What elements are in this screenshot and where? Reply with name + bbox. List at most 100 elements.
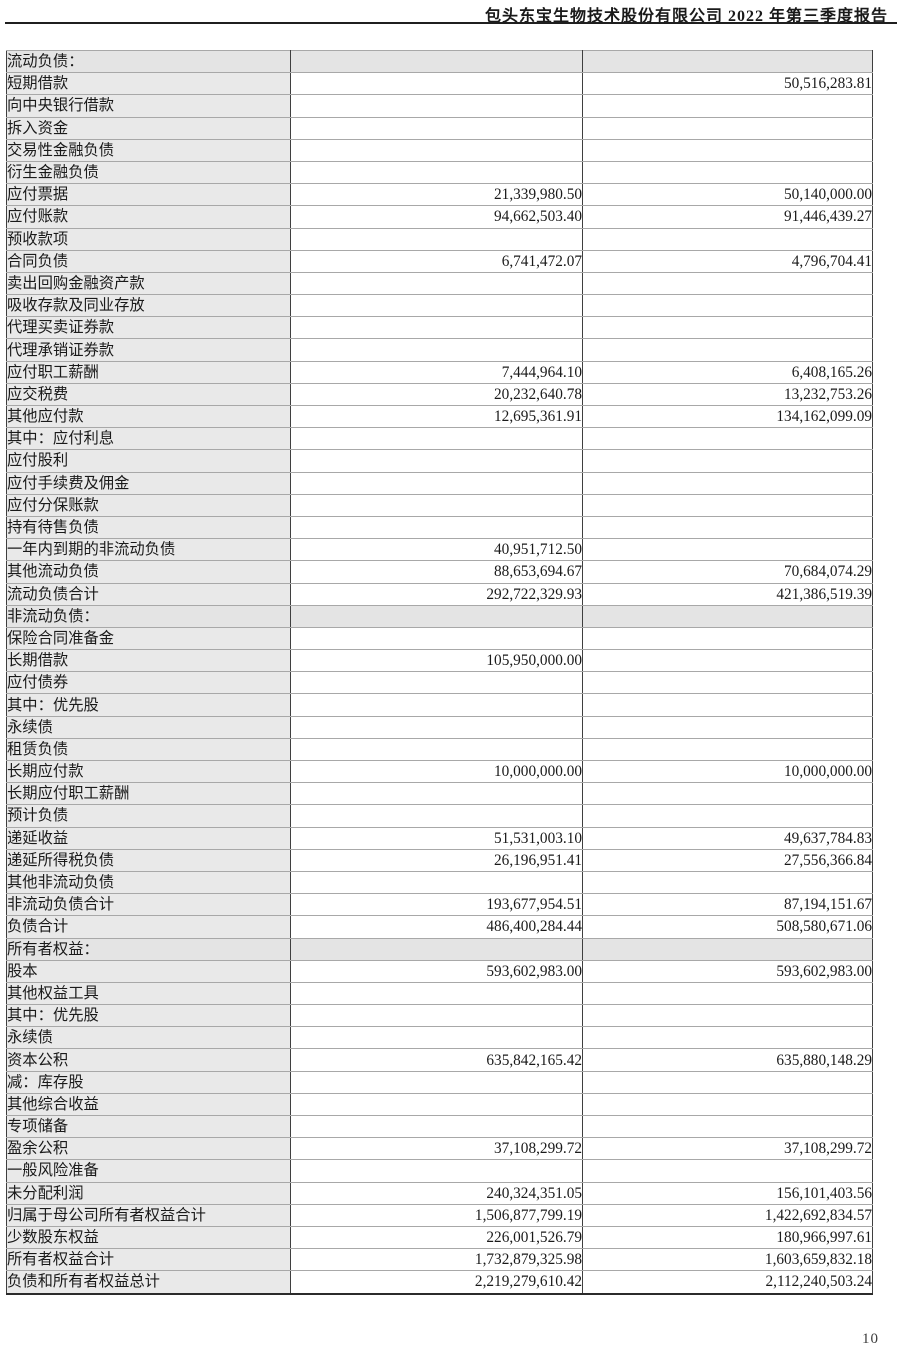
prior-period-value (582, 626, 873, 651)
table-row: 长期应付款 10,000,000.00 10,000,000.00 (6, 759, 873, 784)
row-label: 专项储备 (6, 1114, 291, 1139)
table-row: 递延所得税负债 26,196,951.41 27,556,366.84 (6, 848, 873, 872)
table-row: 卖出回购金融资产款 (6, 271, 873, 296)
current-period-value (290, 782, 583, 806)
table-row: 应付职工薪酬 7,444,964.10 6,408,165.26 (6, 360, 873, 384)
prior-period-value: 1,603,659,832.18 (582, 1248, 873, 1272)
current-period-value: 20,232,640.78 (290, 382, 583, 407)
row-label: 应付职工薪酬 (6, 360, 291, 384)
prior-period-value (582, 937, 873, 961)
table-row: 减：库存股 (6, 1070, 873, 1094)
row-label: 归属于母公司所有者权益合计 (6, 1203, 291, 1227)
prior-period-value (582, 782, 873, 806)
current-period-value (290, 604, 583, 628)
prior-period-value: 91,446,439.27 (582, 205, 873, 229)
prior-period-value (582, 1092, 873, 1117)
table-row: 吸收存款及同业存放 (6, 294, 873, 318)
current-period-value (290, 715, 583, 739)
current-period-value (290, 1114, 583, 1139)
current-period-value (290, 116, 583, 140)
prior-period-value: 37,108,299.72 (582, 1137, 873, 1161)
prior-period-value (582, 160, 873, 185)
prior-period-value (582, 693, 873, 717)
current-period-value (290, 671, 583, 695)
table-row: 一年内到期的非流动负债 40,951,712.50 (6, 538, 873, 562)
table-row: 应付票据 21,339,980.50 50,140,000.00 (6, 183, 873, 207)
prior-period-value (582, 138, 873, 162)
prior-period-value: 87,194,151.67 (582, 893, 873, 917)
table-row: 衍生金融负债 (6, 160, 873, 185)
table-row: 非流动负债合计 193,677,954.51 87,194,151.67 (6, 893, 873, 917)
row-label: 应交税费 (6, 382, 291, 407)
table-row: 永续债 (6, 1026, 873, 1050)
table-row: 持有待售负债 (6, 515, 873, 540)
prior-period-value (582, 804, 873, 828)
prior-period-value: 593,602,983.00 (582, 959, 873, 983)
row-label: 短期借款 (6, 72, 291, 96)
prior-period-value (582, 715, 873, 739)
prior-period-value: 1,422,692,834.57 (582, 1203, 873, 1227)
row-label: 少数股东权益 (6, 1225, 291, 1250)
current-period-value: 292,722,329.93 (290, 582, 583, 606)
table-row: 保险合同准备金 (6, 626, 873, 651)
current-period-value (290, 1004, 583, 1028)
prior-period-value (582, 427, 873, 451)
row-label: 保险合同准备金 (6, 626, 291, 651)
prior-period-value (582, 1070, 873, 1094)
row-label: 其中：应付利息 (6, 427, 291, 451)
row-label: 其他非流动负债 (6, 870, 291, 895)
prior-period-value (582, 870, 873, 895)
row-label: 合同负债 (6, 249, 291, 273)
row-label: 永续债 (6, 715, 291, 739)
row-label: 流动负债合计 (6, 582, 291, 606)
table-row: 应付债券 (6, 671, 873, 695)
row-label: 向中央银行借款 (6, 94, 291, 118)
row-label: 预计负债 (6, 804, 291, 828)
current-period-value: 1,732,879,325.98 (290, 1248, 583, 1272)
prior-period-value: 49,637,784.83 (582, 826, 873, 850)
table-row: 其他综合收益 (6, 1092, 873, 1117)
current-period-value: 240,324,351.05 (290, 1181, 583, 1205)
table-row: 预收款项 (6, 227, 873, 251)
table-row: 股本 593,602,983.00 593,602,983.00 (6, 959, 873, 983)
row-label: 其他应付款 (6, 404, 291, 429)
row-label: 盈余公积 (6, 1137, 291, 1161)
prior-period-value (582, 94, 873, 118)
table-row: 应付手续费及佣金 (6, 471, 873, 495)
prior-period-value: 13,232,753.26 (582, 382, 873, 407)
prior-period-value (582, 449, 873, 473)
row-label: 吸收存款及同业存放 (6, 294, 291, 318)
table-row: 其他流动负债 88,653,694.67 70,684,074.29 (6, 560, 873, 584)
row-label: 代理买卖证券款 (6, 316, 291, 340)
row-label: 应付票据 (6, 183, 291, 207)
row-label: 其他权益工具 (6, 981, 291, 1006)
prior-period-value: 156,101,403.56 (582, 1181, 873, 1205)
current-period-value (290, 493, 583, 517)
current-period-value: 193,677,954.51 (290, 893, 583, 917)
table-row: 永续债 (6, 715, 873, 739)
prior-period-value (582, 515, 873, 540)
table-row: 租赁负债 (6, 737, 873, 762)
report-header-title: 包头东宝生物技术股份有限公司 2022 年第三季度报告 (484, 8, 888, 25)
current-period-value (290, 94, 583, 118)
section-row: 流动负债： (6, 49, 873, 74)
table-row: 合同负债 6,741,472.07 4,796,704.41 (6, 249, 873, 273)
header-rule-divider (5, 22, 897, 25)
row-label: 应付分保账款 (6, 493, 291, 517)
table-row: 归属于母公司所有者权益合计 1,506,877,799.19 1,422,692,8… (6, 1203, 873, 1227)
table-row: 资本公积 635,842,165.42 635,880,148.29 (6, 1048, 873, 1072)
current-period-value: 593,602,983.00 (290, 959, 583, 983)
table-row: 所有者权益合计 1,732,879,325.98 1,603,659,832.18 (6, 1248, 873, 1272)
row-label: 长期借款 (6, 649, 291, 673)
current-period-value (290, 271, 583, 296)
row-label: 预收款项 (6, 227, 291, 251)
row-label: 其中：优先股 (6, 693, 291, 717)
table-row: 一般风险准备 (6, 1159, 873, 1183)
prior-period-value: 10,000,000.00 (582, 759, 873, 784)
current-period-value (290, 626, 583, 651)
table-row: 应交税费 20,232,640.78 13,232,753.26 (6, 382, 873, 407)
prior-period-value (582, 271, 873, 296)
row-label: 其他综合收益 (6, 1092, 291, 1117)
table-row: 代理承销证券款 (6, 338, 873, 362)
row-label: 卖出回购金融资产款 (6, 271, 291, 296)
